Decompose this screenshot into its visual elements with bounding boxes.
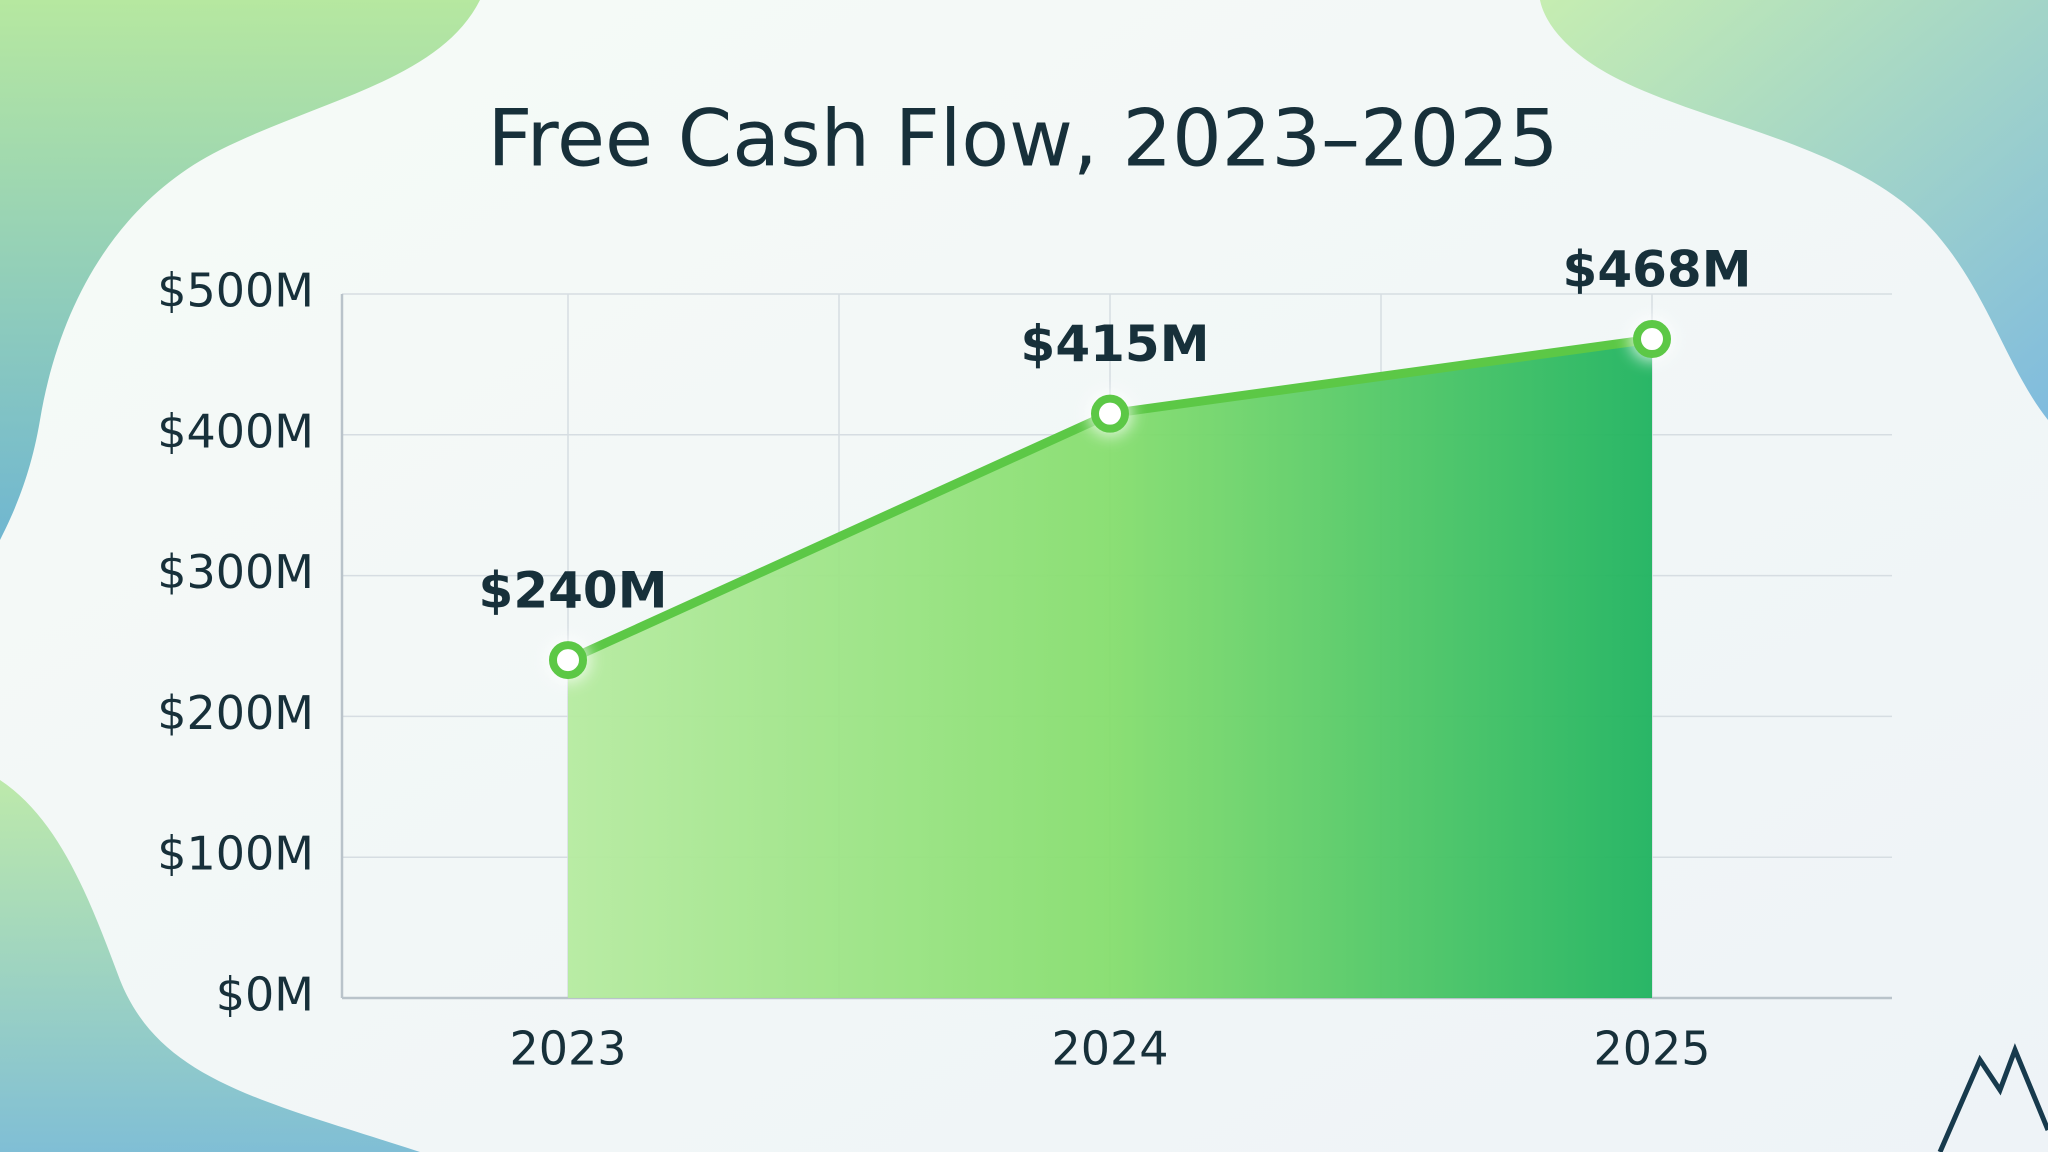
area — [568, 339, 1652, 998]
decor-blob — [0, 0, 480, 540]
y-tick-label: $500M — [157, 264, 314, 318]
decor-blob — [1540, 0, 2048, 420]
point — [1633, 320, 1671, 359]
point — [1091, 394, 1129, 433]
y-tick-label: $400M — [157, 404, 314, 458]
y-tick-label: $200M — [157, 686, 314, 740]
y-tick-label: $100M — [157, 827, 314, 881]
value-label: $240M — [479, 562, 668, 620]
x-tick-label: 2025 — [1593, 1022, 1710, 1076]
x-tick-label: 2024 — [1051, 1022, 1168, 1076]
x-tick-label: 2023 — [509, 1022, 626, 1076]
decor-blob — [0, 780, 420, 1152]
value-label: $468M — [1563, 241, 1752, 299]
point — [549, 641, 587, 680]
logo — [1937, 1043, 2048, 1152]
value-label: $415M — [1021, 315, 1210, 373]
y-tick-label: $300M — [157, 545, 314, 599]
y-tick-label: $0M — [216, 968, 314, 1022]
chart-title: Free Cash Flow, 2023–2025 — [487, 94, 1558, 184]
